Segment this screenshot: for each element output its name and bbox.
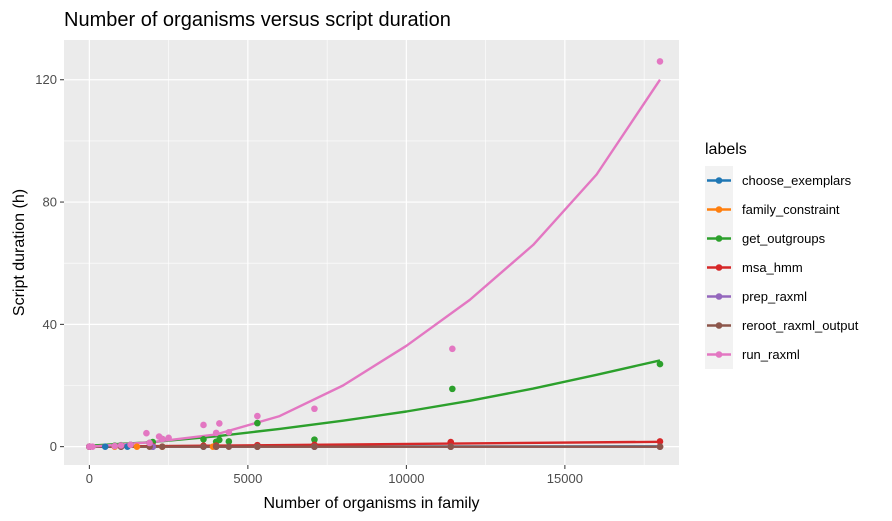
- point-run_raxml: [143, 429, 150, 437]
- point-run_raxml: [449, 345, 456, 353]
- point-run_raxml: [225, 428, 233, 436]
- point-run_raxml: [656, 58, 664, 65]
- point-msa_hmm: [656, 438, 664, 445]
- x-tick-label: 15000: [547, 471, 583, 486]
- data-points: [86, 58, 664, 450]
- legend-label: reroot_raxml_output: [742, 318, 859, 333]
- point-get_outgroups: [200, 436, 207, 443]
- legend-label: run_raxml: [742, 347, 800, 362]
- point-msa_hmm: [447, 438, 455, 446]
- point-get_outgroups: [449, 385, 456, 393]
- legend-label: msa_hmm: [742, 260, 803, 275]
- y-tick-label: 0: [50, 439, 57, 454]
- chart-title: Number of organisms versus script durati…: [64, 9, 451, 31]
- point-run_raxml: [254, 412, 261, 420]
- x-tick-label: 0: [86, 471, 93, 486]
- point-run_raxml: [111, 442, 119, 450]
- y-tick-label: 80: [43, 195, 57, 210]
- y-tick-label: 40: [43, 317, 57, 332]
- point-reroot_raxml_output: [158, 443, 166, 450]
- x-axis-title: Number of organisms in family: [263, 495, 479, 512]
- point-run_raxml: [212, 429, 220, 437]
- legend-key-point: [715, 351, 723, 358]
- point-reroot_raxml_output: [656, 443, 664, 450]
- point-choose_exemplars: [101, 443, 109, 450]
- legend: labels choose_exemplars family_constraint…: [705, 141, 859, 369]
- point-reroot_raxml_output: [447, 443, 455, 450]
- legend-title: labels: [705, 141, 747, 158]
- x-axis: 0 5000 10000 15000: [86, 465, 583, 486]
- fit-line-run_raxml: [89, 79, 661, 448]
- point-reroot_raxml_output: [212, 443, 220, 450]
- point-run_raxml: [89, 443, 96, 450]
- point-run_raxml: [117, 442, 125, 449]
- point-run_raxml: [146, 439, 153, 447]
- legend-key-point: [715, 264, 723, 271]
- point-reroot_raxml_output: [200, 443, 207, 450]
- point-get_outgroups: [225, 438, 233, 445]
- y-axis-title: Script duration (h): [11, 189, 28, 316]
- point-reroot_raxml_output: [254, 443, 261, 450]
- legend-key-point: [715, 235, 723, 242]
- plot-panel: [64, 40, 679, 465]
- legend-label: family_constraint: [742, 202, 840, 217]
- point-get_outgroups: [254, 419, 261, 427]
- y-tick-label: 120: [35, 72, 57, 87]
- point-run_raxml: [216, 420, 223, 427]
- legend-key-point: [715, 177, 723, 184]
- x-tick-label: 10000: [388, 471, 424, 486]
- point-run_raxml: [127, 441, 134, 449]
- point-reroot_raxml_output: [311, 443, 318, 450]
- legend-label: prep_raxml: [742, 289, 807, 304]
- legend-label: get_outgroups: [742, 231, 826, 246]
- point-family_constraint: [133, 443, 141, 450]
- fit-lines: [89, 79, 661, 448]
- point-run_raxml: [165, 434, 172, 442]
- x-tick-label: 5000: [233, 471, 262, 486]
- point-run_raxml: [158, 435, 166, 443]
- point-run_raxml: [311, 405, 318, 413]
- y-axis: 0 40 80 120: [35, 72, 64, 454]
- legend-key-point: [715, 206, 723, 213]
- legend-key-point: [715, 293, 723, 300]
- point-reroot_raxml_output: [225, 443, 233, 450]
- point-get_outgroups: [216, 436, 223, 444]
- point-get_outgroups: [311, 436, 318, 443]
- point-run_raxml: [200, 421, 207, 429]
- point-get_outgroups: [656, 360, 664, 368]
- legend-key-point: [715, 322, 723, 329]
- legend-label: choose_exemplars: [742, 173, 852, 188]
